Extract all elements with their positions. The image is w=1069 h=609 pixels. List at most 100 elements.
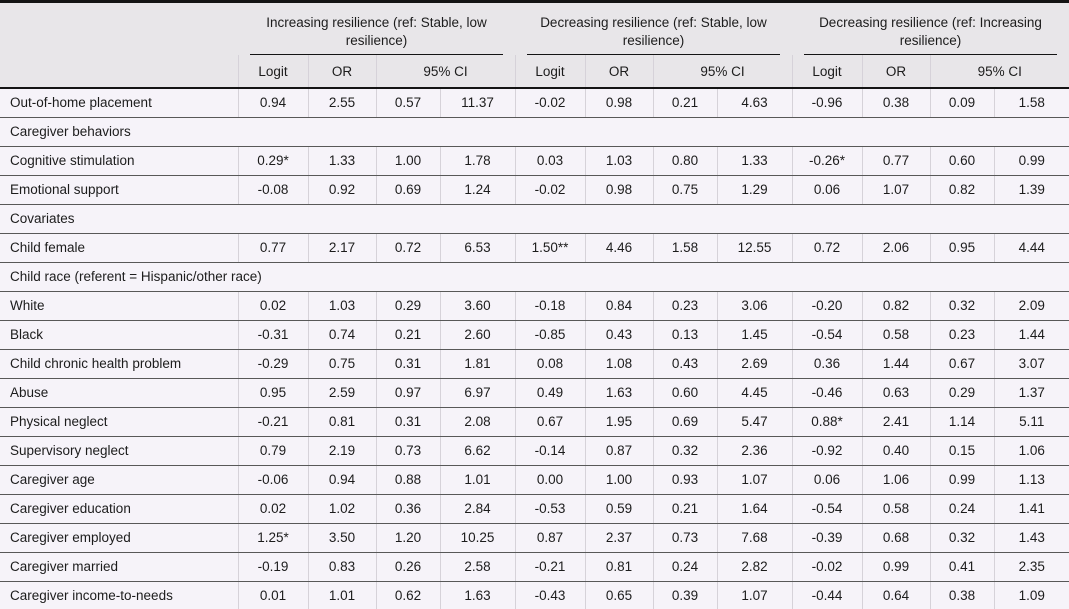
row-label: Black <box>0 320 238 350</box>
cell-value: -0.14 <box>514 436 585 466</box>
cell-value: 1.81 <box>439 349 515 379</box>
cell-value: 0.41 <box>929 552 994 582</box>
cell-value: 1.02 <box>307 494 376 524</box>
cell-value: 0.08 <box>514 349 585 379</box>
table-row: Child chronic health problem -0.29 0.75 0.3… <box>0 349 1069 379</box>
cell-value: 0.77 <box>861 146 930 176</box>
cell-value: 0.06 <box>791 465 862 495</box>
cell-value: 3.06 <box>716 291 792 321</box>
section-label: Covariates <box>0 204 1069 234</box>
cell-value: 0.83 <box>307 552 376 582</box>
cell-value: -0.18 <box>514 291 585 321</box>
cell-value: 11.37 <box>439 88 515 118</box>
cell-value: 0.03 <box>514 146 585 176</box>
cell-value: 0.93 <box>652 465 717 495</box>
cell-value: 1.33 <box>716 146 792 176</box>
group-header-decreasing-vs-increasing: Decreasing resilience (ref: Increasing r… <box>792 0 1069 55</box>
cell-value: -0.85 <box>514 320 585 350</box>
cell-value: 2.36 <box>716 436 792 466</box>
cell-value: 10.25 <box>439 523 515 553</box>
row-label: Child chronic health problem <box>0 349 238 379</box>
cell-value: -0.08 <box>237 175 308 205</box>
cell-value: -0.21 <box>237 407 308 437</box>
cell-value: 1.41 <box>993 494 1069 524</box>
cell-value: 1.39 <box>993 175 1069 205</box>
row-label: Child female <box>0 233 238 263</box>
cell-value: 0.80 <box>652 146 717 176</box>
cell-value: 0.95 <box>929 233 994 263</box>
cell-value: 0.00 <box>514 465 585 495</box>
cell-value: 0.32 <box>652 436 717 466</box>
group-header-increasing: Increasing resilience (ref: Stable, low … <box>238 0 515 55</box>
cell-value: 0.98 <box>584 175 653 205</box>
row-label: Caregiver income-to-needs <box>0 581 238 609</box>
cell-value: 0.15 <box>929 436 994 466</box>
table-body: Out-of-home placement 0.94 2.55 0.57 11.37 -0… <box>0 88 1069 609</box>
cell-value: 0.29 <box>375 291 440 321</box>
row-label: Physical neglect <box>0 407 238 437</box>
column-header-ci: 95% CI <box>375 55 515 89</box>
row-label: Caregiver married <box>0 552 238 582</box>
cell-value: 3.50 <box>307 523 376 553</box>
column-header-logit: Logit <box>514 55 585 89</box>
row-label: Cognitive stimulation <box>0 146 238 176</box>
cell-value: 0.63 <box>861 378 930 408</box>
cell-value: 3.60 <box>439 291 515 321</box>
cell-value: 1.58 <box>652 233 717 263</box>
cell-value: 12.55 <box>716 233 792 263</box>
cell-value: 0.99 <box>929 465 994 495</box>
cell-value: 1.45 <box>716 320 792 350</box>
cell-value: 0.92 <box>307 175 376 205</box>
cell-value: 0.43 <box>652 349 717 379</box>
cell-value: -0.26* <box>791 146 862 176</box>
cell-value: -0.44 <box>791 581 862 609</box>
cell-value: 0.60 <box>929 146 994 176</box>
cell-value: 1.00 <box>375 146 440 176</box>
cell-value: 0.32 <box>929 523 994 553</box>
table-row: Caregiver married -0.19 0.83 0.26 2.58 -0.21 0… <box>0 552 1069 582</box>
row-label: Supervisory neglect <box>0 436 238 466</box>
cell-value: 0.58 <box>861 494 930 524</box>
cell-value: 0.38 <box>861 88 930 118</box>
cell-value: -0.46 <box>791 378 862 408</box>
cell-value: 0.29* <box>237 146 308 176</box>
cell-value: 0.88 <box>375 465 440 495</box>
cell-value: 2.60 <box>439 320 515 350</box>
cell-value: -0.20 <box>791 291 862 321</box>
cell-value: 0.59 <box>584 494 653 524</box>
cell-value: -0.43 <box>514 581 585 609</box>
table-row: Supervisory neglect 0.79 2.19 0.73 6.62 -0.14… <box>0 436 1069 466</box>
cell-value: 1.13 <box>993 465 1069 495</box>
row-label: Caregiver employed <box>0 523 238 553</box>
cell-value: 0.32 <box>929 291 994 321</box>
row-label: Emotional support <box>0 175 238 205</box>
table-header: Increasing resilience (ref: Stable, low … <box>0 0 1069 89</box>
cell-value: 0.87 <box>584 436 653 466</box>
cell-value: 6.97 <box>439 378 515 408</box>
cell-value: 2.55 <box>307 88 376 118</box>
cell-value: 0.06 <box>791 175 862 205</box>
cell-value: -0.29 <box>237 349 308 379</box>
cell-value: 1.07 <box>861 175 930 205</box>
group-header-row: Increasing resilience (ref: Stable, low … <box>0 0 1069 55</box>
cell-value: 1.44 <box>861 349 930 379</box>
cell-value: 1.09 <box>993 581 1069 609</box>
column-header-ci: 95% CI <box>929 55 1069 89</box>
cell-value: 1.63 <box>584 378 653 408</box>
cell-value: 0.99 <box>861 552 930 582</box>
cell-value: 0.95 <box>237 378 308 408</box>
cell-value: 2.06 <box>861 233 930 263</box>
cell-value: 2.69 <box>716 349 792 379</box>
cell-value: -0.06 <box>237 465 308 495</box>
cell-value: 2.41 <box>861 407 930 437</box>
table-row: White 0.02 1.03 0.29 3.60 -0.18 0.84 0.23 3.06 -0… <box>0 291 1069 321</box>
cell-value: 7.68 <box>716 523 792 553</box>
cell-value: 1.14 <box>929 407 994 437</box>
cell-value: 1.95 <box>584 407 653 437</box>
cell-value: 0.21 <box>652 494 717 524</box>
cell-value: 0.82 <box>861 291 930 321</box>
cell-value: 0.23 <box>652 291 717 321</box>
cell-value: 0.73 <box>375 436 440 466</box>
table-row: Caregiver education 0.02 1.02 0.36 2.84 -0.53… <box>0 494 1069 524</box>
